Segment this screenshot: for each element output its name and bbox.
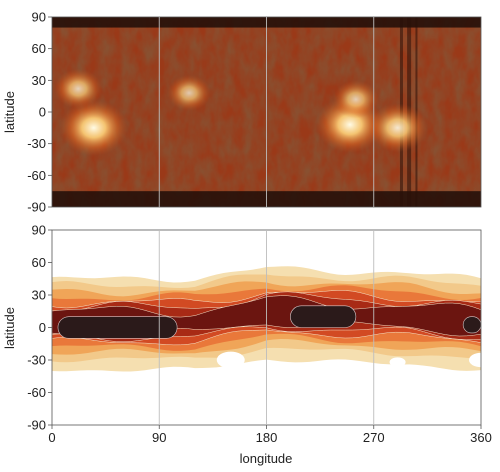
contour-gap <box>469 352 481 368</box>
bottom-x-ticks: 0 90 180 270 360 <box>48 425 492 445</box>
x-tick-label: 0 <box>48 430 55 445</box>
y-tick-label: -30 <box>27 353 46 368</box>
x-tick-label: 90 <box>152 430 166 445</box>
bottom-y-axis-label: latitude <box>2 307 17 349</box>
bottom-gridlines <box>158 230 375 425</box>
y-tick-label: 30 <box>32 73 46 88</box>
top-y-axis-label: latitude <box>2 91 17 133</box>
y-tick-label: 30 <box>32 288 46 303</box>
bright-region <box>167 74 211 112</box>
x-axis-label: longitude <box>240 451 293 466</box>
y-tick-label: -90 <box>27 418 46 433</box>
contour-gap <box>310 362 331 375</box>
y-tick-label: 60 <box>32 255 46 270</box>
peak-region <box>462 316 481 334</box>
bottom-panel: 90 60 30 0 -30 -60 -90 0 90 180 270 360 latitude l… <box>2 223 492 467</box>
x-tick-label: 180 <box>256 430 278 445</box>
bottom-contour-map <box>52 266 481 375</box>
bright-region <box>333 80 379 119</box>
contour-gap <box>389 357 406 367</box>
y-tick-label: 90 <box>32 223 46 238</box>
y-tick-label: 90 <box>32 10 46 25</box>
contour-gap <box>216 351 245 369</box>
y-tick-label: 60 <box>32 41 46 56</box>
bright-region <box>368 103 427 153</box>
y-tick-label: -90 <box>27 200 46 215</box>
bright-region <box>60 99 128 156</box>
y-tick-label: -60 <box>27 385 46 400</box>
x-tick-label: 270 <box>363 430 385 445</box>
peak-region <box>290 305 357 328</box>
x-tick-label: 360 <box>470 430 492 445</box>
top-y-ticks: 90 60 30 0 -30 -60 -90 <box>27 10 52 215</box>
y-tick-label: -30 <box>27 136 46 151</box>
top-gridlines <box>158 17 375 207</box>
bright-region <box>54 68 103 109</box>
y-tick-label: -60 <box>27 168 46 183</box>
top-panel: 90 60 30 0 -30 -60 -90 latitude <box>2 10 482 215</box>
bottom-y-ticks: 90 60 30 0 -30 -60 -90 <box>27 223 52 433</box>
peak-region <box>57 316 178 339</box>
y-tick-label: 0 <box>39 320 46 335</box>
y-tick-label: 0 <box>39 105 46 120</box>
